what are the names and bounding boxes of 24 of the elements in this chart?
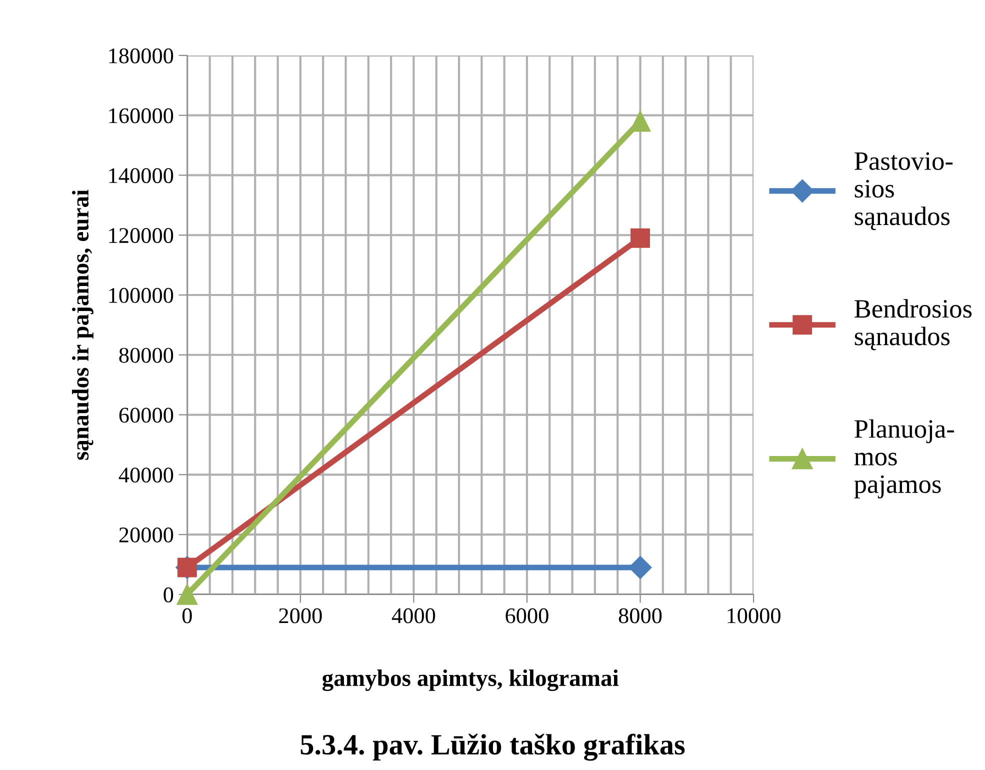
x-tick-label: 6000	[506, 608, 548, 624]
y-tick-label: 20000	[119, 527, 174, 542]
x-tick-label: 0	[182, 608, 192, 624]
x-axis-title: gamybos apimtys, kilogramai	[322, 669, 619, 692]
point	[176, 584, 198, 605]
y-tick-label: 160000	[109, 108, 174, 124]
x-tick-label: 10000	[728, 608, 780, 624]
y-tick-label: 80000	[119, 348, 174, 363]
y-tick-label: 40000	[118, 468, 174, 483]
legend-label: Pastovio- sios sąnaudos	[854, 152, 953, 230]
y-axis-title: sąnaudos ir pajamos, eurai	[72, 190, 94, 460]
y-tick-label: 60000	[119, 408, 174, 423]
x-tick-label: 4000	[392, 608, 436, 624]
x-tick-label: 8000	[618, 608, 662, 624]
y-tick-label: 140000	[109, 168, 174, 184]
point	[630, 228, 650, 248]
y-tick-label: 120000	[109, 228, 174, 244]
y-tick-label: 180000	[109, 48, 174, 64]
y-tick-label: 0	[164, 587, 174, 602]
legend-label: Planuoja- mos pajamos	[854, 419, 954, 498]
legend-label: Bendrosios sąnaudos	[854, 299, 972, 350]
text: 5.3.4. pav. Lūžio taško grafikas	[300, 734, 685, 761]
y-tick-label: 100000	[109, 288, 174, 303]
x-tick-label: 2000	[279, 608, 322, 624]
